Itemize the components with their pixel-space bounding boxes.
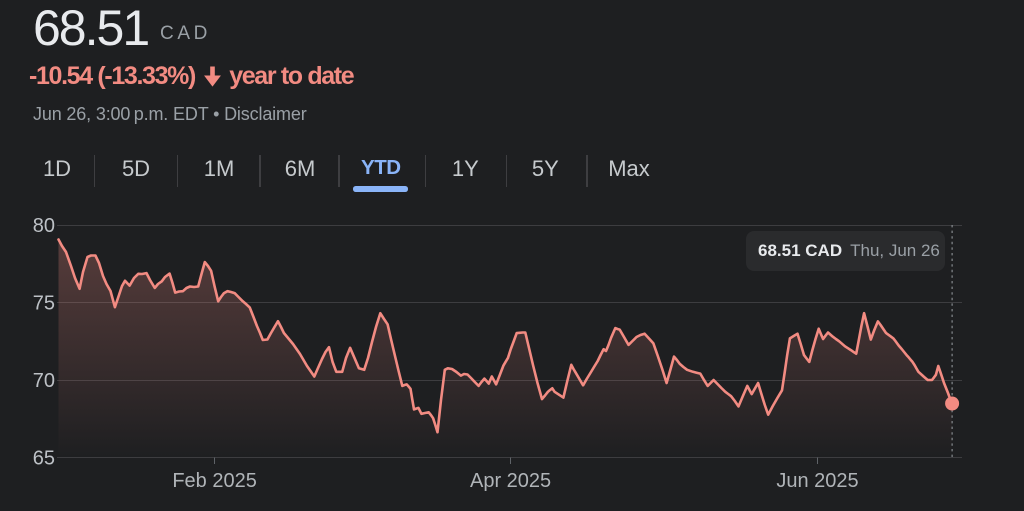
svg-text:80: 80 [33,215,55,237]
svg-text:70: 70 [33,370,55,392]
svg-text:Feb 2025: Feb 2025 [172,470,257,492]
svg-text:Jun 2025: Jun 2025 [776,470,858,492]
svg-text:75: 75 [33,293,55,315]
svg-text:Apr 2025: Apr 2025 [470,470,551,492]
svg-text:65: 65 [33,448,55,470]
